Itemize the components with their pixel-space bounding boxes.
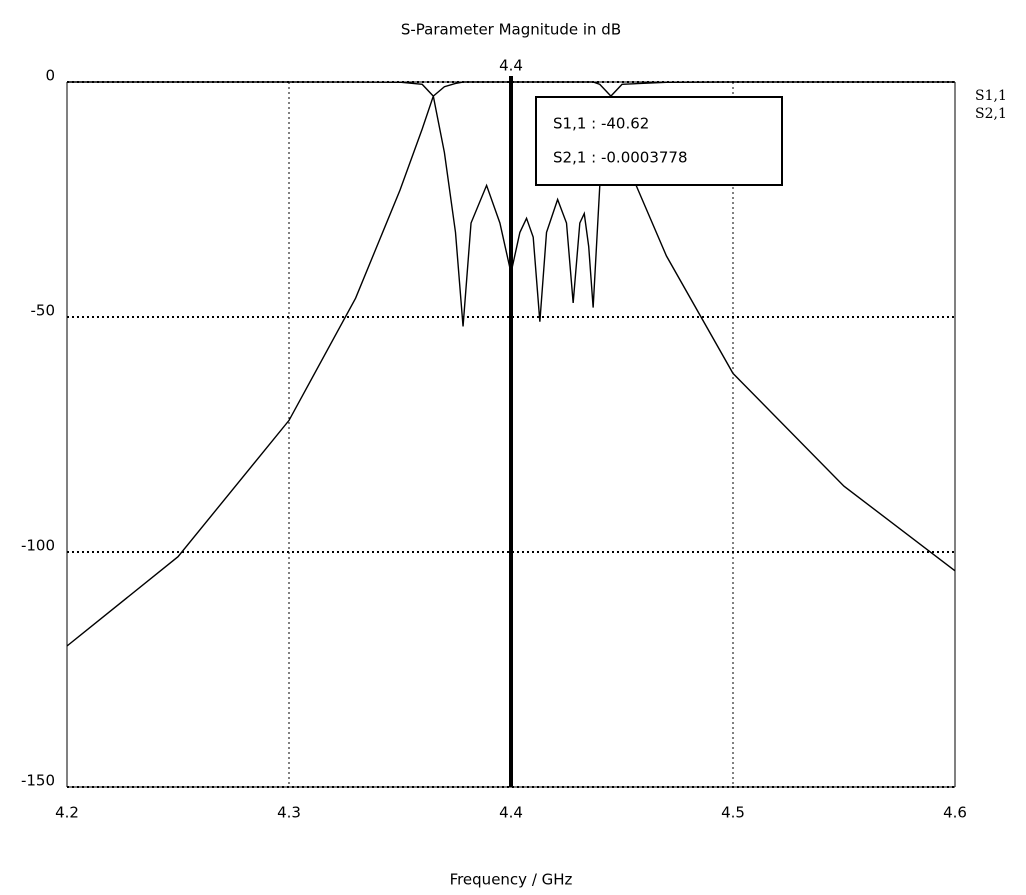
x-tick-label: 4.3 bbox=[277, 804, 301, 822]
x-tick-label: 4.6 bbox=[943, 804, 967, 822]
y-tick-label: 0 bbox=[45, 67, 55, 85]
legend-entry: S2,1 bbox=[975, 106, 1007, 122]
readout-box bbox=[535, 96, 783, 186]
legend-entry: S1,1 bbox=[975, 88, 1007, 104]
y-tick-label: -50 bbox=[31, 302, 56, 320]
x-tick-label: 4.4 bbox=[499, 804, 523, 822]
x-axis-label: Frequency / GHz bbox=[450, 871, 573, 889]
marker-label: 4.4 bbox=[499, 57, 523, 75]
x-tick-label: 4.2 bbox=[55, 804, 79, 822]
series-line bbox=[66, 81, 956, 647]
chart-title: S-Parameter Magnitude in dB bbox=[401, 21, 621, 39]
y-tick-label: -150 bbox=[21, 772, 55, 790]
y-tick-label: -100 bbox=[21, 537, 55, 555]
x-tick-label: 4.5 bbox=[721, 804, 745, 822]
readout-text: S2,1 : -0.0003778 bbox=[553, 149, 688, 167]
readout-text: S1,1 : -40.62 bbox=[553, 115, 649, 133]
